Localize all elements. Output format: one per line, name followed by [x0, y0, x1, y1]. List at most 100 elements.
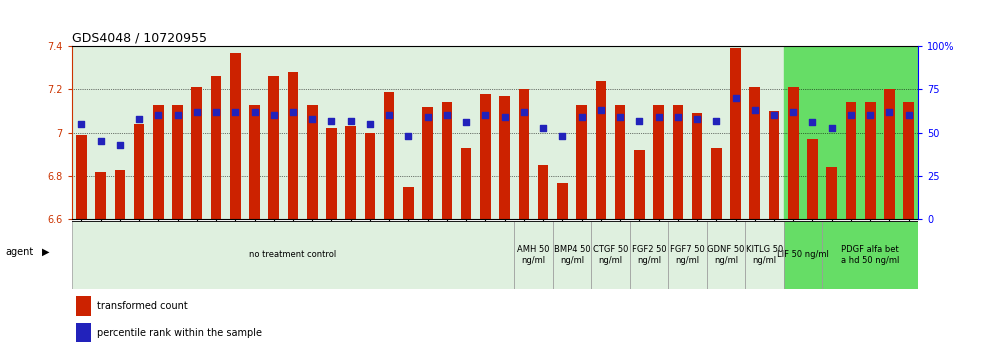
- Bar: [383, 92, 394, 219]
- Point: [93, 138, 109, 144]
- Text: FGF7 50
ng/ml: FGF7 50 ng/ml: [670, 245, 705, 264]
- Bar: [634, 150, 644, 219]
- Bar: [307, 104, 318, 219]
- Bar: [76, 135, 87, 219]
- Bar: [784, 46, 822, 219]
- Bar: [557, 183, 568, 219]
- Point: [785, 109, 801, 115]
- Point: [613, 114, 628, 120]
- Point: [747, 107, 763, 113]
- Bar: [480, 94, 491, 219]
- Bar: [191, 87, 202, 219]
- Point: [419, 114, 435, 120]
- Point: [881, 109, 897, 115]
- Bar: [807, 139, 818, 219]
- Bar: [461, 148, 471, 219]
- Bar: [115, 170, 125, 219]
- Bar: [514, 46, 553, 219]
- Text: percentile rank within the sample: percentile rank within the sample: [98, 328, 262, 338]
- Text: BMP4 50
ng/ml: BMP4 50 ng/ml: [554, 245, 591, 264]
- Point: [497, 114, 513, 120]
- Text: ▶: ▶: [42, 246, 50, 257]
- Bar: [884, 90, 894, 219]
- Bar: [629, 221, 668, 289]
- Bar: [846, 102, 857, 219]
- Bar: [745, 221, 784, 289]
- Bar: [288, 72, 298, 219]
- Text: transformed count: transformed count: [98, 301, 188, 311]
- Text: LIF 50 ng/ml: LIF 50 ng/ml: [777, 250, 829, 259]
- Bar: [269, 76, 279, 219]
- Point: [477, 113, 493, 118]
- Bar: [903, 102, 914, 219]
- Text: GDNF 50
ng/ml: GDNF 50 ng/ml: [707, 245, 745, 264]
- Point: [458, 120, 474, 125]
- Bar: [653, 104, 664, 219]
- Bar: [784, 221, 822, 289]
- Point: [304, 116, 320, 122]
- Point: [708, 118, 724, 124]
- Point: [227, 109, 243, 115]
- Point: [535, 125, 551, 130]
- Text: GDS4048 / 10720955: GDS4048 / 10720955: [72, 32, 207, 45]
- Bar: [499, 96, 510, 219]
- Bar: [592, 46, 629, 219]
- Point: [555, 133, 571, 139]
- Bar: [745, 46, 784, 219]
- Bar: [76, 296, 92, 316]
- Bar: [403, 187, 413, 219]
- Bar: [822, 221, 918, 289]
- Point: [189, 109, 205, 115]
- Point: [362, 121, 377, 127]
- Bar: [596, 81, 607, 219]
- Point: [400, 133, 416, 139]
- Bar: [211, 76, 221, 219]
- Bar: [72, 46, 514, 219]
- Bar: [133, 124, 144, 219]
- Point: [439, 113, 455, 118]
- Point: [324, 118, 340, 124]
- Text: no treatment control: no treatment control: [249, 250, 337, 259]
- Bar: [326, 129, 337, 219]
- Bar: [519, 90, 529, 219]
- Text: agent: agent: [5, 246, 33, 257]
- Point: [631, 118, 647, 124]
- Bar: [629, 46, 668, 219]
- Bar: [865, 102, 875, 219]
- Point: [150, 113, 166, 118]
- Point: [900, 113, 916, 118]
- Point: [805, 120, 821, 125]
- Bar: [230, 52, 241, 219]
- Bar: [692, 113, 702, 219]
- Bar: [769, 111, 779, 219]
- Bar: [153, 104, 163, 219]
- Text: KITLG 50
ng/ml: KITLG 50 ng/ml: [746, 245, 783, 264]
- Bar: [749, 87, 760, 219]
- Point: [574, 114, 590, 120]
- Point: [285, 109, 301, 115]
- Bar: [730, 48, 741, 219]
- Bar: [668, 46, 707, 219]
- Point: [689, 116, 705, 122]
- Bar: [707, 221, 745, 289]
- Bar: [615, 104, 625, 219]
- Point: [650, 114, 666, 120]
- Bar: [788, 87, 799, 219]
- Point: [169, 113, 185, 118]
- Bar: [365, 133, 375, 219]
- Point: [131, 116, 147, 122]
- Point: [247, 109, 263, 115]
- Point: [112, 142, 127, 148]
- Point: [266, 113, 282, 118]
- Bar: [422, 107, 433, 219]
- Bar: [553, 46, 592, 219]
- Bar: [76, 322, 92, 342]
- Bar: [538, 165, 549, 219]
- Bar: [96, 172, 106, 219]
- Bar: [822, 46, 918, 219]
- Point: [843, 113, 859, 118]
- Bar: [346, 126, 356, 219]
- Text: FGF2 50
ng/ml: FGF2 50 ng/ml: [631, 245, 666, 264]
- Point: [208, 109, 224, 115]
- Bar: [707, 46, 745, 219]
